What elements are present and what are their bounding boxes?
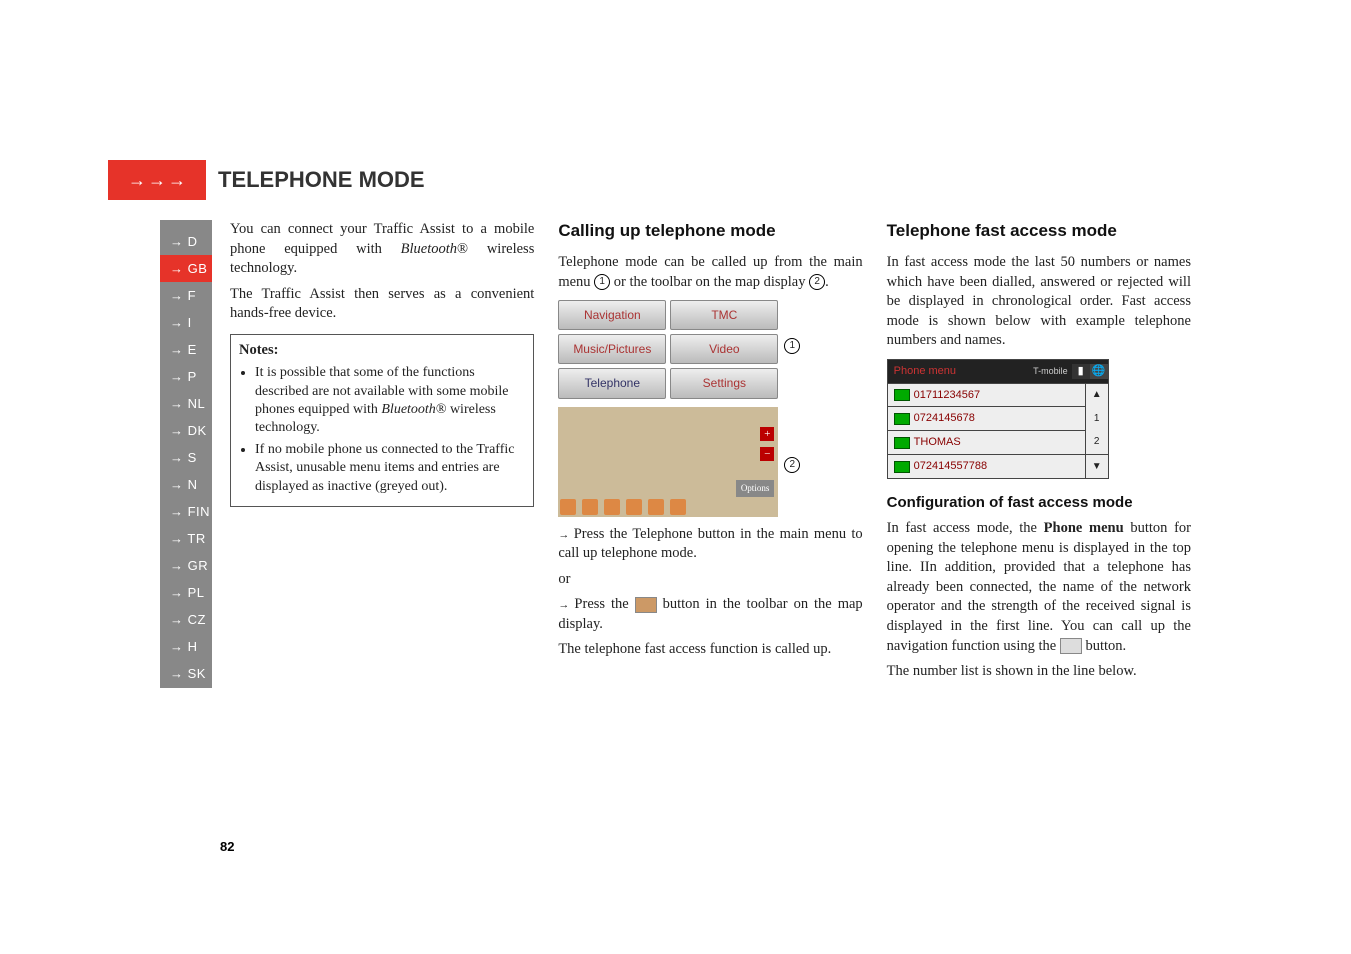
page-number: 82 bbox=[220, 839, 234, 854]
col2-p2: The telephone fast access function is ca… bbox=[558, 640, 862, 660]
circled-2-annot: 2 bbox=[784, 457, 800, 473]
menu-settings-button[interactable]: Settings bbox=[670, 368, 778, 398]
col2-p1: Telephone mode can be called up from the… bbox=[558, 253, 862, 292]
circled-1-inline: 1 bbox=[594, 274, 610, 290]
sidebar-lang-item[interactable]: → GB bbox=[160, 255, 212, 282]
phone-list-row[interactable]: 072414557788 bbox=[888, 454, 1085, 478]
sidebar-lang-item[interactable]: → NL bbox=[160, 390, 205, 417]
circled-2-inline: 2 bbox=[809, 274, 825, 290]
note-1: It is possible that some of the function… bbox=[255, 364, 525, 437]
phone-menu-button[interactable]: Phone menu bbox=[888, 360, 1033, 383]
page-indicator: 2 bbox=[1085, 430, 1108, 454]
toolbar-icon[interactable] bbox=[604, 499, 620, 515]
col3-p3: The number list is shown in the line bel… bbox=[887, 662, 1191, 682]
col3-subheading: Configuration of fast access mode bbox=[887, 493, 1191, 513]
globe-inline-icon bbox=[1060, 638, 1082, 654]
call-icon bbox=[894, 437, 910, 449]
map-plus-icon[interactable]: + bbox=[760, 427, 774, 441]
column-1: You can connect your Traffic Assist to a… bbox=[230, 220, 534, 688]
notes-box: Notes: It is possible that some of the f… bbox=[230, 334, 534, 507]
menu-music-button[interactable]: Music/Pictures bbox=[558, 334, 666, 364]
toolbar-phone-icon[interactable] bbox=[648, 499, 664, 515]
phone-toolbar-icon bbox=[635, 597, 657, 613]
col3-p1: In fast access mode the last 50 numbers … bbox=[887, 253, 1191, 351]
circled-1-annot: 1 bbox=[784, 338, 800, 354]
notes-label: Notes: bbox=[239, 341, 525, 361]
col3-p2: In fast access mode, the Phone menu butt… bbox=[887, 519, 1191, 656]
sidebar-lang-item[interactable]: → FIN bbox=[160, 498, 210, 525]
col2-bullet1: → Press the Telephone button in the main… bbox=[558, 525, 862, 564]
scroll-down-button[interactable]: ▼ bbox=[1085, 454, 1108, 478]
col2-or: or bbox=[558, 570, 862, 590]
page-indicator: 1 bbox=[1085, 406, 1108, 430]
call-icon bbox=[894, 461, 910, 473]
sidebar-lang-item[interactable]: → GR bbox=[160, 552, 208, 579]
menu-navigation-button[interactable]: Navigation bbox=[558, 300, 666, 330]
intro-line2: The Traffic Assist then serves as a conv… bbox=[230, 285, 534, 324]
signal-icon: ▮ bbox=[1072, 364, 1090, 379]
phone-menu-screenshot: Phone menu T-mobile ▮ 🌐 01711234567 ▲ 07… bbox=[887, 359, 1109, 479]
sidebar-lang-item[interactable]: → D bbox=[160, 228, 198, 255]
intro-text: You can connect your Traffic Assist to a… bbox=[230, 220, 534, 279]
globe-icon[interactable]: 🌐 bbox=[1090, 364, 1108, 379]
call-icon bbox=[894, 413, 910, 425]
sidebar-lang-item[interactable]: → CZ bbox=[160, 606, 206, 633]
carrier-label: T-mobile bbox=[1033, 365, 1072, 377]
toolbar-icon[interactable] bbox=[626, 499, 642, 515]
phone-list-row[interactable]: 01711234567 bbox=[888, 383, 1085, 407]
sidebar-lang-item[interactable]: → DK bbox=[160, 417, 207, 444]
col3-heading: Telephone fast access mode bbox=[887, 220, 1191, 243]
toolbar-icon[interactable] bbox=[560, 499, 576, 515]
header-arrow-block: →→→ bbox=[108, 160, 206, 200]
sidebar-lang-item[interactable]: → S bbox=[160, 444, 197, 471]
sidebar-lang-item[interactable]: → PL bbox=[160, 579, 205, 606]
sidebar-lang-item[interactable]: → F bbox=[160, 282, 196, 309]
sidebar-lang-item[interactable]: → P bbox=[160, 363, 197, 390]
menu-tmc-button[interactable]: TMC bbox=[670, 300, 778, 330]
map-toolbar bbox=[560, 499, 776, 515]
sidebar-lang-item[interactable]: → I bbox=[160, 309, 192, 336]
toolbar-icon[interactable] bbox=[582, 499, 598, 515]
page-header: →→→ TELEPHONE MODE bbox=[108, 160, 1191, 200]
col2-bullet2: → Press the button in the toolbar on the… bbox=[558, 595, 862, 634]
page-title: TELEPHONE MODE bbox=[218, 167, 425, 193]
note-2: If no mobile phone us connected to the T… bbox=[255, 441, 525, 496]
scroll-up-button[interactable]: ▲ bbox=[1085, 383, 1108, 407]
main-menu-screenshot: Navigation TMC Music/Pictures Video 1 Te… bbox=[558, 300, 778, 399]
phone-list-row[interactable]: 0724145678 bbox=[888, 406, 1085, 430]
sidebar-lang-item[interactable]: → SK bbox=[160, 660, 206, 687]
col2-heading: Calling up telephone mode bbox=[558, 220, 862, 243]
map-options-button[interactable]: Options bbox=[736, 480, 775, 496]
sidebar-lang-item[interactable]: → H bbox=[160, 633, 198, 660]
sidebar-lang-item[interactable]: → TR bbox=[160, 525, 206, 552]
call-icon bbox=[894, 389, 910, 401]
phone-list-row[interactable]: THOMAS bbox=[888, 430, 1085, 454]
toolbar-icon[interactable] bbox=[670, 499, 686, 515]
column-2: Calling up telephone mode Telephone mode… bbox=[558, 220, 862, 688]
map-screenshot: + − Options 2 bbox=[558, 407, 778, 517]
language-sidebar: → D→ GB→ F→ I→ E→ P→ NL→ DK→ S→ N→ FIN→ … bbox=[160, 220, 212, 688]
sidebar-lang-item[interactable]: → N bbox=[160, 471, 198, 498]
menu-telephone-button[interactable]: Telephone bbox=[558, 368, 666, 398]
column-3: Telephone fast access mode In fast acces… bbox=[887, 220, 1191, 688]
menu-video-button[interactable]: Video bbox=[670, 334, 778, 364]
sidebar-lang-item[interactable]: → E bbox=[160, 336, 197, 363]
map-minus-icon[interactable]: − bbox=[760, 447, 774, 461]
